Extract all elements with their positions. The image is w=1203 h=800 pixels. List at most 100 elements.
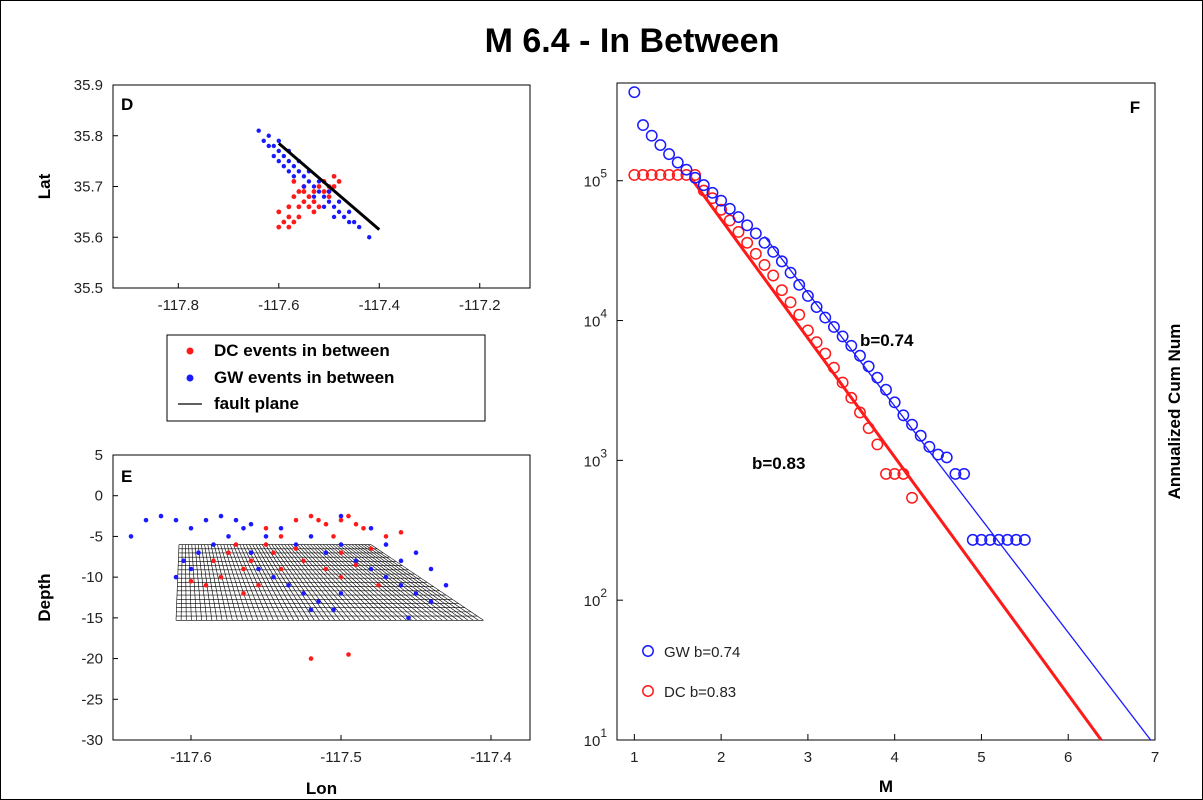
- panel-e-ylabel: Depth: [35, 573, 54, 621]
- panel-e-gw-point: [218, 513, 224, 519]
- panel-e-gw-point: [203, 517, 209, 523]
- panel-e-ytick-label: 5: [95, 447, 103, 464]
- panel-f-gw-point: [862, 360, 875, 373]
- panel-e-dc-point: [353, 562, 359, 568]
- panel-f-dc-point: [810, 336, 823, 349]
- panel-d-gw-point: [336, 209, 342, 215]
- panel-e-gw-point: [293, 542, 299, 547]
- panel-e-gw-point: [383, 542, 389, 547]
- panel-e-gw-point: [278, 525, 284, 531]
- panel-e-axes-box: [112, 454, 531, 741]
- panel-d-gw-point: [266, 143, 271, 149]
- panel-f-gw-point: [732, 211, 745, 223]
- panel-e-dc-point: [256, 582, 261, 588]
- panel-d-dc-point: [281, 219, 287, 225]
- panel-d-dc-point: [291, 194, 297, 200]
- panel-f-dc-point: [732, 226, 745, 238]
- panel-f-xtick-label: 5: [977, 749, 985, 766]
- panel-d: -117.8 -117.6 -117.4 -117.2 35.5 35.6 35.7 35.8…: [35, 77, 531, 314]
- panel-f-gw-point: [880, 383, 892, 396]
- legend-item-label: GW events in between: [214, 368, 394, 387]
- panel-e-dc-point: [278, 534, 284, 539]
- panel-f-gw-point: [871, 371, 884, 384]
- panel-f-ytick-base: 10: [584, 453, 601, 470]
- panel-f-gw-point: [1018, 533, 1031, 546]
- panel-f-dc-point: [880, 467, 892, 480]
- panel-f-gw-point: [1001, 533, 1014, 546]
- panel-e-gw-point: [443, 582, 449, 588]
- panel-e-dc-point: [338, 574, 344, 580]
- panel-e-dc-point: [293, 546, 299, 551]
- panel-e-gw-point: [331, 607, 336, 613]
- panel-f-dc-point: [663, 168, 676, 181]
- panel-f-dc-fit-label: b=0.83: [752, 454, 805, 473]
- panel-e-gw-point: [256, 566, 261, 572]
- panel-d-dc-point: [311, 189, 317, 194]
- panel-e-ytick-label: -15: [81, 610, 103, 627]
- panel-d-gw-point: [286, 158, 292, 164]
- legend-item-label: DC events in between: [214, 341, 390, 360]
- panel-d-gw-point: [311, 184, 317, 189]
- panel-f-ytick-base: 10: [584, 174, 601, 191]
- panel-d-gw-point: [296, 169, 302, 174]
- panel-f-gw-point: [723, 202, 736, 215]
- panel-f-dc-point: [801, 324, 814, 337]
- panel-d-dc-point: [306, 194, 312, 200]
- panel-f-dc-point: [671, 168, 684, 181]
- panel-d-gw-point: [256, 128, 261, 133]
- panel-e-dc-point: [218, 574, 224, 580]
- panel-d-gw-point: [271, 143, 276, 149]
- panel-e-gw-point: [323, 550, 329, 556]
- panel-f-dc-point: [767, 269, 780, 282]
- legend-gw-marker: [186, 374, 194, 382]
- panel-d-gw-point: [311, 194, 317, 199]
- panel-e-gw-point: [338, 542, 344, 547]
- panel-e-dc-point: [308, 656, 314, 661]
- panel-f-gw-point: [827, 320, 840, 333]
- panel-d-fault-line: [277, 142, 381, 231]
- panel-d-ytick-label: 35.9: [74, 77, 103, 94]
- panel-d-gw-point: [301, 174, 307, 179]
- panel-f-dc-point: [749, 247, 762, 260]
- panel-f-gw-point: [689, 171, 702, 184]
- panel-d-letter: D: [121, 95, 133, 114]
- panel-d-ylabel: Lat: [35, 173, 54, 199]
- panel-f-gw-point: [654, 139, 667, 151]
- panel-e-dc-point: [233, 542, 239, 547]
- panel-e-dc-point: [338, 517, 344, 523]
- panel-f-ytick-label: 103: [584, 446, 608, 470]
- panel-e-gw-point: [188, 566, 194, 572]
- legend-dc-marker: [186, 347, 194, 355]
- panel-d-dc-point: [291, 219, 297, 225]
- panel-f-gw-point: [836, 330, 849, 343]
- panel-d-gw-point: [356, 224, 362, 230]
- panel-f-gw-point: [741, 219, 754, 232]
- panel-e-dc-point: [353, 521, 359, 527]
- panel-d-gw-point: [291, 164, 297, 169]
- panel-e-gw-point: [428, 566, 434, 572]
- panel-d-axes-box: [112, 84, 531, 289]
- panel-e-gw-point: [368, 566, 374, 572]
- panel-d-gw-point: [276, 148, 281, 154]
- legend-item-label: fault plane: [214, 394, 299, 413]
- panel-f-gw-point: [775, 255, 788, 268]
- panel-f-ytick-exp: 3: [600, 446, 607, 460]
- panel-d-gw-point: [341, 214, 347, 220]
- panel-f-dc-point: [871, 438, 884, 451]
- panel-e-gw-point: [316, 599, 321, 604]
- panel-f-dc-point: [845, 391, 858, 404]
- panel-e-gw-point: [143, 517, 149, 523]
- panel-d-gw-point: [346, 209, 352, 215]
- panel-e-gw-point: [233, 517, 239, 523]
- panel-f-gw-point: [984, 533, 997, 546]
- panel-f-dc-point: [654, 168, 667, 181]
- panel-f-gw-point: [637, 119, 649, 132]
- panel-e-ytick-label: 0: [95, 488, 103, 505]
- panel-e-gw-point: [173, 517, 179, 523]
- panel-e-gw-point: [173, 574, 179, 580]
- legend-box: [166, 334, 486, 422]
- panel-d-dc-point: [316, 184, 322, 189]
- panel-d-gw-point: [336, 199, 342, 204]
- panel-e-dc-point: [346, 513, 351, 519]
